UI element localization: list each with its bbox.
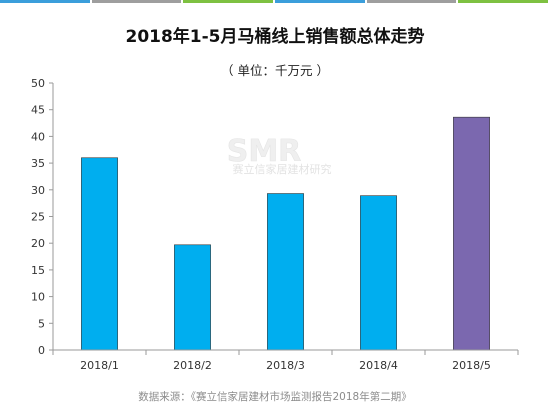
top-color-bar: [0, 0, 550, 3]
top-bar-segment: [91, 0, 182, 3]
top-bar-segment: [0, 0, 90, 3]
data-source: 数据来源：《赛立信家居建材市场监测报告2018年第二期》: [138, 391, 412, 403]
bar-2018-2: [174, 244, 211, 351]
y-tick-label: 20: [31, 237, 45, 250]
x-tick-label: 2018/4: [359, 359, 398, 372]
x-tick-label: 2018/3: [266, 359, 305, 372]
top-bar-segment: [366, 0, 457, 3]
bar-2018-1: [81, 157, 118, 351]
watermark: SMR 赛立信家居建材研究: [226, 134, 332, 176]
x-tick-label: 2018/5: [452, 359, 491, 372]
y-tick-label: 35: [31, 157, 45, 170]
x-tick-label: 2018/1: [80, 359, 119, 372]
y-tick-label: 5: [38, 317, 45, 330]
y-tick-label: 40: [31, 130, 45, 143]
y-tick-label: 25: [31, 211, 45, 224]
top-bar-segment: [458, 0, 548, 3]
y-tick-label: 45: [31, 104, 45, 117]
y-tick-label: 30: [31, 184, 45, 197]
y-tick-label: 50: [31, 77, 45, 90]
watermark-caption: 赛立信家居建材研究: [233, 162, 332, 176]
bar-2018-5: [453, 116, 490, 351]
bar-2018-4: [360, 195, 397, 351]
chart-title: 2018年1-5月马桶线上销售额总体走势: [125, 27, 425, 47]
watermark-logo: SMR: [227, 134, 302, 169]
y-tick-label: 15: [31, 264, 45, 277]
chart-subtitle: （ 单位：千万元 ）: [221, 63, 329, 78]
bar-2018-3: [267, 193, 304, 351]
top-bar-segment: [183, 0, 273, 3]
y-tick-label: 0: [38, 344, 45, 357]
x-tick-label: 2018/2: [173, 359, 212, 372]
top-bar-segment: [275, 0, 365, 3]
y-tick-label: 10: [31, 291, 45, 304]
